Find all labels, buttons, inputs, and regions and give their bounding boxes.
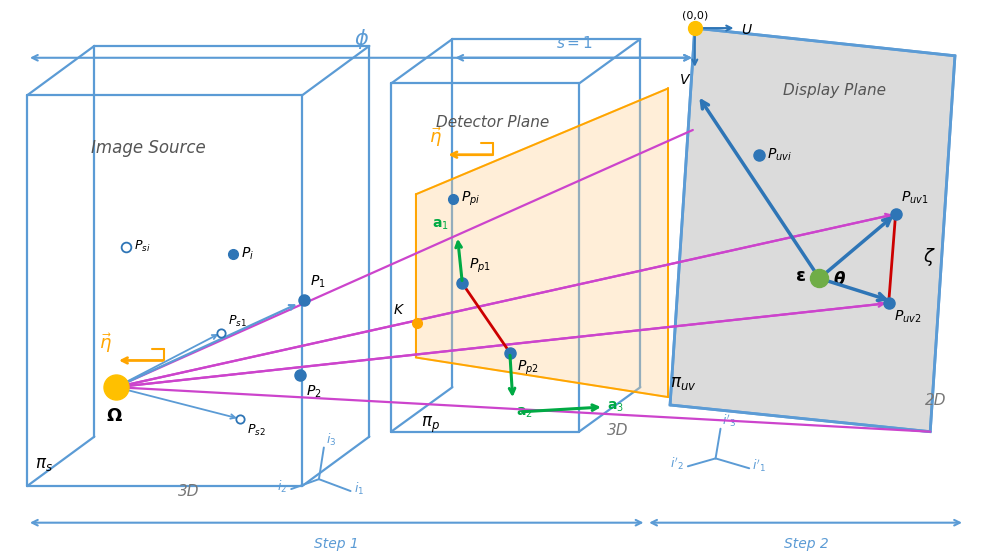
Text: Display Plane: Display Plane	[783, 83, 885, 98]
Text: U: U	[741, 23, 751, 37]
Text: $P_2$: $P_2$	[306, 383, 321, 400]
Text: 3D: 3D	[606, 423, 628, 438]
Text: $P_{p2}$: $P_{p2}$	[517, 359, 538, 377]
Text: 3D: 3D	[178, 484, 200, 499]
Text: $P_{pi}$: $P_{pi}$	[461, 190, 480, 208]
Text: $i_3$: $i_3$	[325, 432, 336, 448]
Text: $P_{uv2}$: $P_{uv2}$	[893, 309, 921, 325]
Text: $\zeta$: $\zeta$	[923, 246, 936, 268]
Text: Image Source: Image Source	[92, 139, 206, 157]
Text: $i'_3$: $i'_3$	[723, 412, 737, 429]
Text: $\boldsymbol{\varepsilon}$: $\boldsymbol{\varepsilon}$	[795, 268, 806, 285]
Text: $\mathbf{a}_3$: $\mathbf{a}_3$	[606, 400, 623, 414]
Text: Detector Plane: Detector Plane	[437, 114, 549, 129]
Text: $P_1$: $P_1$	[310, 274, 325, 290]
Text: $\vec{\eta}$: $\vec{\eta}$	[100, 331, 112, 355]
Text: (0,0): (0,0)	[681, 10, 708, 20]
Text: $P_{si}$: $P_{si}$	[134, 239, 151, 254]
Polygon shape	[416, 88, 669, 397]
Text: $\mathbf{\Omega}$: $\mathbf{\Omega}$	[106, 407, 122, 425]
Text: $P_{p1}$: $P_{p1}$	[469, 257, 491, 275]
Text: $\pi_{uv}$: $\pi_{uv}$	[670, 374, 696, 392]
Text: $i'_1$: $i'_1$	[752, 458, 766, 475]
Text: $P_i$: $P_i$	[241, 245, 253, 262]
Text: $\mathbf{a}_1$: $\mathbf{a}_1$	[432, 218, 449, 232]
Text: $\mathbf{a}_2$: $\mathbf{a}_2$	[516, 406, 532, 420]
Polygon shape	[670, 28, 955, 432]
Text: Step 2: Step 2	[784, 537, 829, 551]
Text: $i_1$: $i_1$	[354, 481, 364, 497]
Text: $s = 1$: $s = 1$	[556, 35, 593, 51]
Text: $P_{s2}$: $P_{s2}$	[246, 423, 265, 438]
Text: $\boldsymbol{\theta}$: $\boldsymbol{\theta}$	[833, 271, 846, 289]
Text: $\vec{\eta}$: $\vec{\eta}$	[429, 125, 442, 149]
Text: $\pi_s$: $\pi_s$	[35, 455, 53, 473]
Text: $\pi_p$: $\pi_p$	[421, 415, 440, 435]
Text: $i_2$: $i_2$	[277, 479, 287, 495]
Text: V: V	[680, 73, 690, 87]
Text: $i'_2$: $i'_2$	[669, 456, 684, 472]
Text: $K$: $K$	[393, 303, 405, 317]
Text: $P_{s1}$: $P_{s1}$	[228, 314, 246, 329]
Text: 2D: 2D	[925, 393, 947, 408]
Text: $\phi$: $\phi$	[354, 27, 369, 51]
Text: Step 1: Step 1	[315, 537, 359, 551]
Text: $P_{uv1}$: $P_{uv1}$	[900, 190, 928, 206]
Text: $P_{uvi}$: $P_{uvi}$	[767, 147, 792, 163]
